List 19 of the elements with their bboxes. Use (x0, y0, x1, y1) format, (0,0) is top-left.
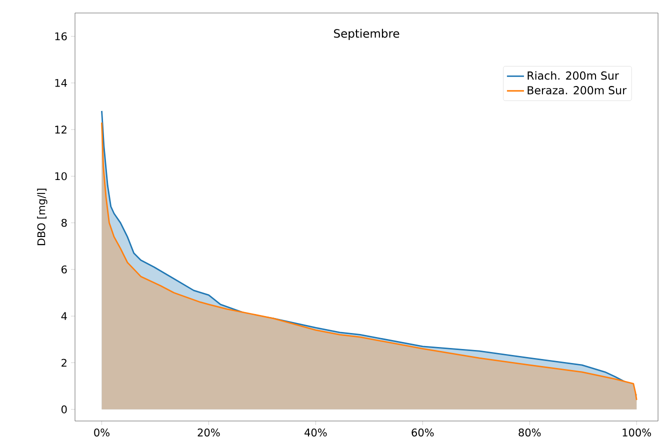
x-tick-label: 40% (304, 428, 327, 436)
x-tick-label: 100% (622, 428, 652, 436)
y-tick-label: 8 (62, 218, 67, 227)
y-tick-label: 10 (55, 172, 67, 180)
y-tick-label: 0 (61, 405, 67, 414)
y-tick-label: 2 (62, 358, 66, 367)
x-tick-label: 80% (518, 428, 541, 436)
legend-label: Riach. 200m Sur (528, 71, 619, 80)
y-tick-label: 12 (55, 126, 66, 134)
x-tick-label: 60% (412, 428, 434, 436)
y-tick-label: 4 (61, 312, 67, 320)
x-tick-label: 0% (94, 428, 110, 436)
y-tick-label: 14 (55, 79, 67, 87)
y-tick-label: 6 (62, 265, 67, 274)
y-axis-title: DBO [mg/l] (37, 188, 48, 246)
y-tick-label: 16 (55, 32, 67, 40)
x-tick-label: 20% (198, 428, 220, 436)
legend-label: Beraza. 200m Sur (528, 86, 627, 94)
text: Septiembre (334, 28, 400, 40)
